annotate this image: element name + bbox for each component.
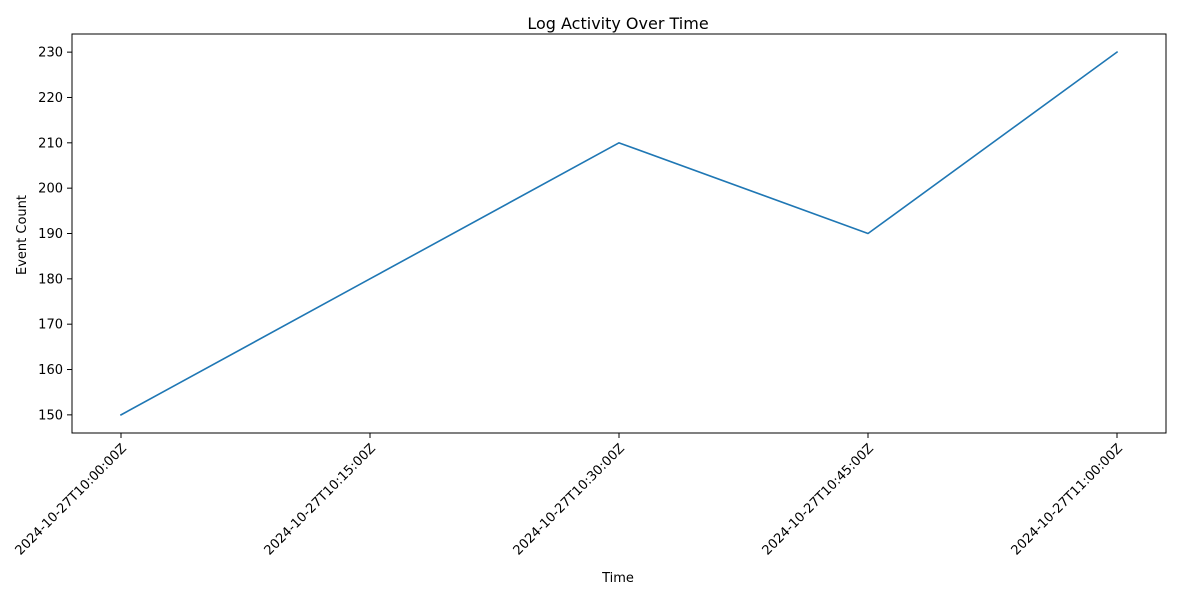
y-tick-label: 200 (38, 182, 63, 197)
chart-title: Log Activity Over Time (527, 14, 708, 33)
axes-frame (71, 33, 1167, 434)
y-tick-label: 160 (38, 363, 63, 378)
y-tick-label: 150 (38, 408, 63, 423)
y-tick-label: 220 (38, 91, 63, 106)
y-tick-label: 230 (38, 46, 63, 61)
y-tick-label: 190 (38, 227, 63, 242)
x-axis-title: Time (601, 571, 634, 586)
y-axis-title: Event Count (15, 195, 30, 275)
y-tick-label: 170 (38, 318, 63, 333)
y-tick-label: 180 (38, 272, 63, 287)
y-tick-label: 210 (38, 136, 63, 151)
